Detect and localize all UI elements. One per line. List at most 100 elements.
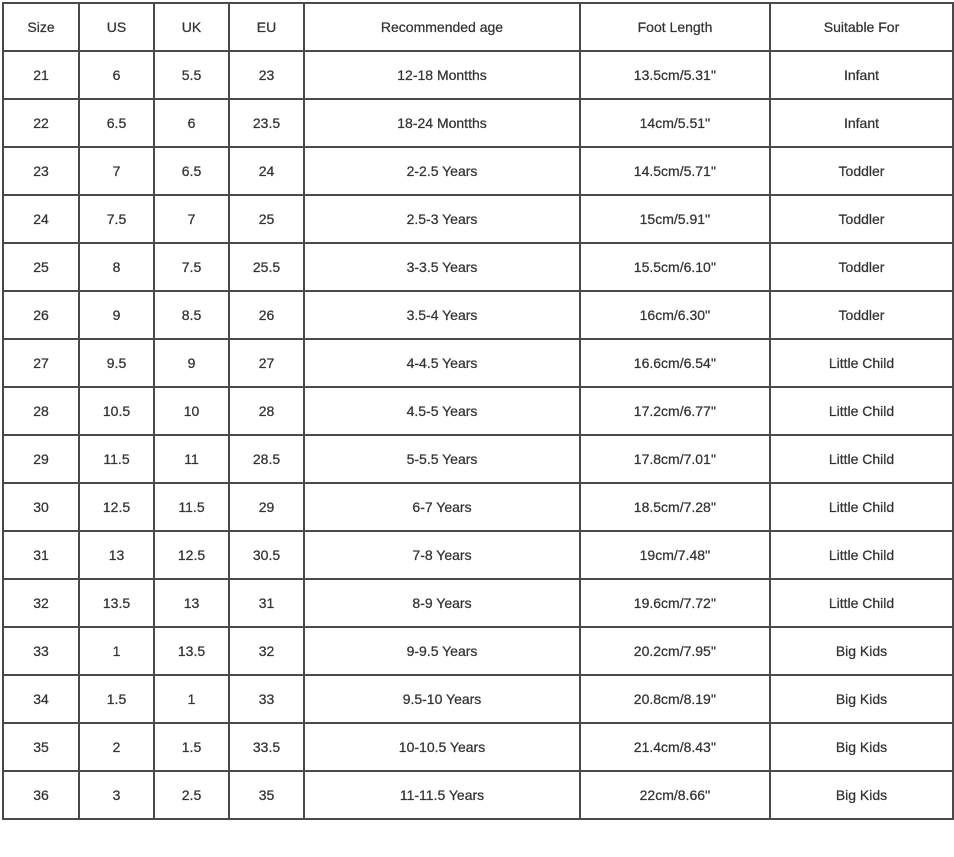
header-uk: UK — [153, 2, 230, 52]
header-suitable-for: Suitable For — [769, 2, 954, 52]
cell-suitable-for: Infant — [769, 98, 954, 148]
cell-uk: 6.5 — [153, 146, 230, 196]
cell-recommended-age: 10-10.5 Years — [303, 722, 581, 772]
cell-size: 33 — [2, 626, 80, 676]
cell-foot-length: 19.6cm/7.72'' — [579, 578, 771, 628]
cell-foot-length: 21.4cm/8.43'' — [579, 722, 771, 772]
cell-size: 34 — [2, 674, 80, 724]
cell-uk: 9 — [153, 338, 230, 388]
cell-size: 21 — [2, 50, 80, 100]
cell-suitable-for: Big Kids — [769, 674, 954, 724]
cell-uk: 13 — [153, 578, 230, 628]
cell-recommended-age: 7-8 Years — [303, 530, 581, 580]
cell-recommended-age: 4.5-5 Years — [303, 386, 581, 436]
cell-uk: 7.5 — [153, 242, 230, 292]
table-row: 24 7.5 7 25 2.5-3 Years 15cm/5.91'' Toddler — [2, 194, 954, 244]
cell-eu: 25 — [228, 194, 305, 244]
cell-size: 25 — [2, 242, 80, 292]
cell-us: 7.5 — [78, 194, 155, 244]
cell-suitable-for: Big Kids — [769, 770, 954, 820]
table-row: 27 9.5 9 27 4-4.5 Years 16.6cm/6.54'' Little C… — [2, 338, 954, 388]
cell-suitable-for: Big Kids — [769, 626, 954, 676]
header-row: Size US UK EU Recommended age Foot Length Suit… — [2, 2, 954, 52]
cell-us: 6.5 — [78, 98, 155, 148]
cell-size: 24 — [2, 194, 80, 244]
table-row: 28 10.5 10 28 4.5-5 Years 17.2cm/6.77'' Little… — [2, 386, 954, 436]
table-row: 35 2 1.5 33.5 10-10.5 Years 21.4cm/8.43'' Big … — [2, 722, 954, 772]
cell-us: 13 — [78, 530, 155, 580]
cell-suitable-for: Toddler — [769, 146, 954, 196]
cell-us: 9.5 — [78, 338, 155, 388]
cell-us: 11.5 — [78, 434, 155, 484]
cell-eu: 28 — [228, 386, 305, 436]
cell-eu: 32 — [228, 626, 305, 676]
cell-recommended-age: 4-4.5 Years — [303, 338, 581, 388]
cell-foot-length: 17.2cm/6.77'' — [579, 386, 771, 436]
table-row: 31 13 12.5 30.5 7-8 Years 19cm/7.48'' Little C… — [2, 530, 954, 580]
cell-suitable-for: Little Child — [769, 578, 954, 628]
cell-us: 6 — [78, 50, 155, 100]
table-row: 30 12.5 11.5 29 6-7 Years 18.5cm/7.28'' Little… — [2, 482, 954, 532]
cell-foot-length: 15.5cm/6.10'' — [579, 242, 771, 292]
cell-eu: 25.5 — [228, 242, 305, 292]
cell-recommended-age: 18-24 Montths — [303, 98, 581, 148]
cell-suitable-for: Little Child — [769, 338, 954, 388]
cell-us: 1.5 — [78, 674, 155, 724]
cell-recommended-age: 12-18 Montths — [303, 50, 581, 100]
cell-uk: 12.5 — [153, 530, 230, 580]
cell-size: 27 — [2, 338, 80, 388]
cell-suitable-for: Big Kids — [769, 722, 954, 772]
cell-suitable-for: Little Child — [769, 386, 954, 436]
cell-foot-length: 14.5cm/5.71'' — [579, 146, 771, 196]
cell-us: 10.5 — [78, 386, 155, 436]
cell-size: 22 — [2, 98, 80, 148]
cell-recommended-age: 9-9.5 Years — [303, 626, 581, 676]
cell-foot-length: 18.5cm/7.28'' — [579, 482, 771, 532]
cell-foot-length: 20.2cm/7.95'' — [579, 626, 771, 676]
cell-us: 12.5 — [78, 482, 155, 532]
cell-eu: 35 — [228, 770, 305, 820]
cell-size: 35 — [2, 722, 80, 772]
cell-recommended-age: 5-5.5 Years — [303, 434, 581, 484]
table-row: 21 6 5.5 23 12-18 Montths 13.5cm/5.31'' Infant — [2, 50, 954, 100]
cell-size: 32 — [2, 578, 80, 628]
cell-uk: 10 — [153, 386, 230, 436]
cell-recommended-age: 11-11.5 Years — [303, 770, 581, 820]
table-row: 32 13.5 13 31 8-9 Years 19.6cm/7.72'' Little C… — [2, 578, 954, 628]
cell-foot-length: 14cm/5.51'' — [579, 98, 771, 148]
cell-eu: 31 — [228, 578, 305, 628]
cell-recommended-age: 2.5-3 Years — [303, 194, 581, 244]
header-size: Size — [2, 2, 80, 52]
cell-foot-length: 16cm/6.30'' — [579, 290, 771, 340]
table-row: 29 11.5 11 28.5 5-5.5 Years 17.8cm/7.01'' Litt… — [2, 434, 954, 484]
cell-recommended-age: 2-2.5 Years — [303, 146, 581, 196]
cell-eu: 26 — [228, 290, 305, 340]
cell-eu: 29 — [228, 482, 305, 532]
table-row: 23 7 6.5 24 2-2.5 Years 14.5cm/5.71'' Toddler — [2, 146, 954, 196]
cell-uk: 8.5 — [153, 290, 230, 340]
cell-suitable-for: Little Child — [769, 434, 954, 484]
cell-suitable-for: Toddler — [769, 242, 954, 292]
cell-size: 31 — [2, 530, 80, 580]
cell-suitable-for: Little Child — [769, 482, 954, 532]
cell-uk: 11.5 — [153, 482, 230, 532]
cell-eu: 30.5 — [228, 530, 305, 580]
table-row: 26 9 8.5 26 3.5-4 Years 16cm/6.30'' Toddler — [2, 290, 954, 340]
table-row: 22 6.5 6 23.5 18-24 Montths 14cm/5.51'' Infant — [2, 98, 954, 148]
cell-foot-length: 17.8cm/7.01'' — [579, 434, 771, 484]
cell-foot-length: 16.6cm/6.54'' — [579, 338, 771, 388]
header-recommended-age: Recommended age — [303, 2, 581, 52]
cell-eu: 28.5 — [228, 434, 305, 484]
table-row: 36 3 2.5 35 11-11.5 Years 22cm/8.66'' Big Kids — [2, 770, 954, 820]
cell-eu: 23 — [228, 50, 305, 100]
cell-suitable-for: Toddler — [769, 194, 954, 244]
cell-eu: 27 — [228, 338, 305, 388]
cell-us: 9 — [78, 290, 155, 340]
cell-eu: 24 — [228, 146, 305, 196]
cell-uk: 11 — [153, 434, 230, 484]
cell-foot-length: 19cm/7.48'' — [579, 530, 771, 580]
table-row: 33 1 13.5 32 9-9.5 Years 20.2cm/7.95'' Big Kid… — [2, 626, 954, 676]
cell-uk: 5.5 — [153, 50, 230, 100]
cell-eu: 23.5 — [228, 98, 305, 148]
cell-foot-length: 22cm/8.66'' — [579, 770, 771, 820]
